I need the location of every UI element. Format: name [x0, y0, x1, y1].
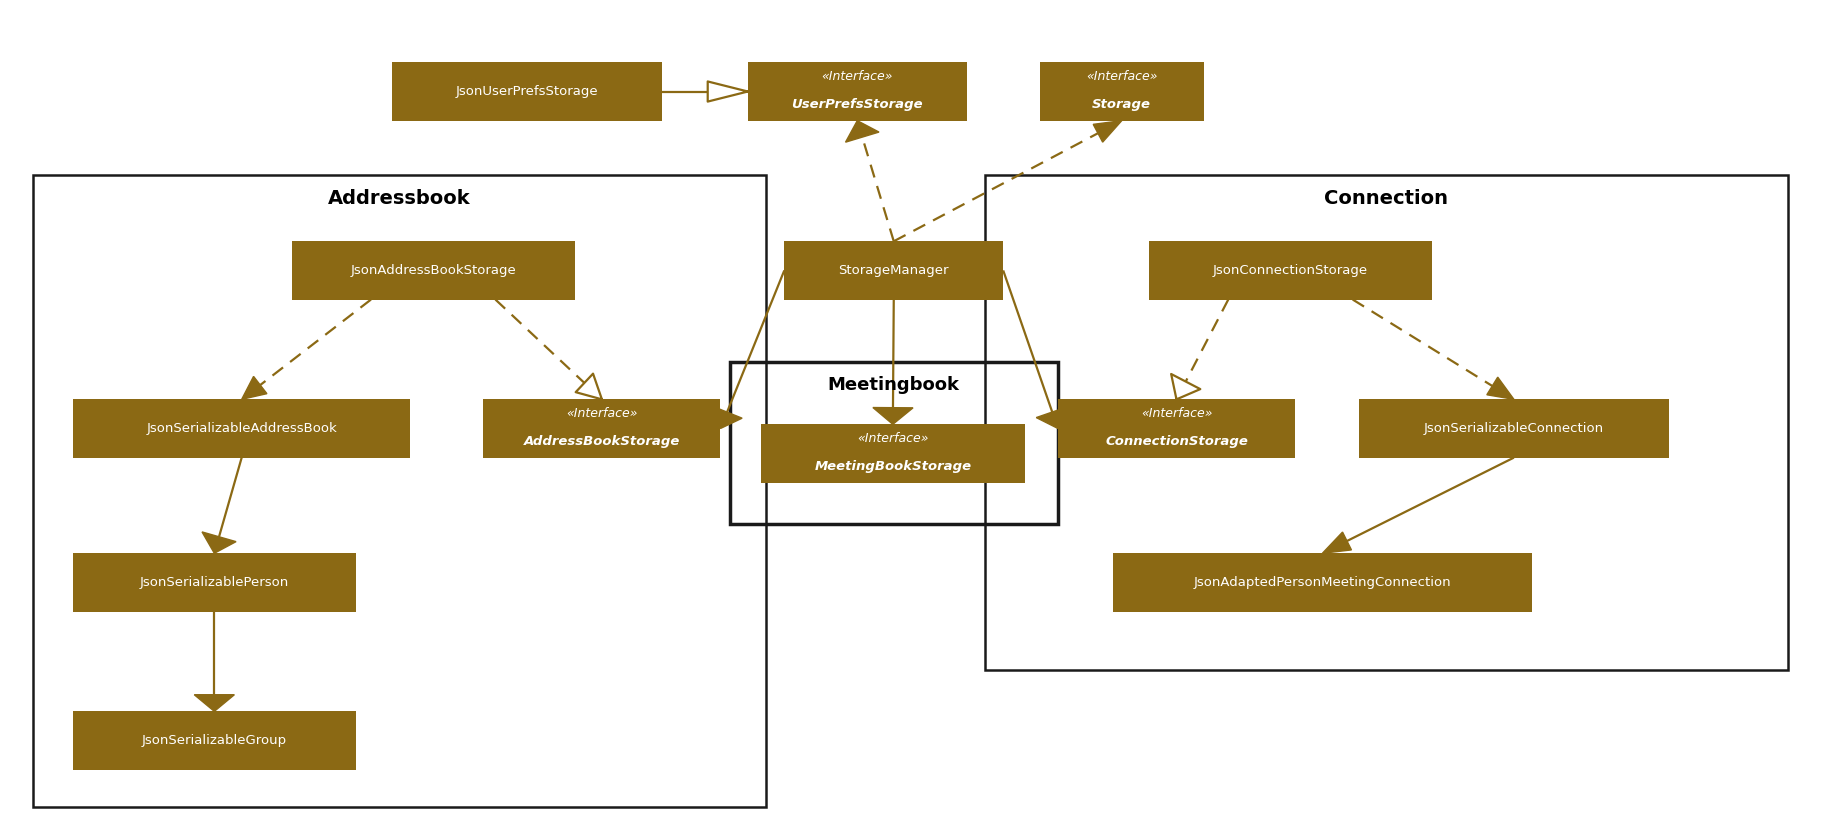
Text: StorageManager: StorageManager — [839, 264, 948, 277]
Text: «Interface»: «Interface» — [820, 70, 893, 83]
Bar — [73, 711, 355, 770]
Bar — [1148, 241, 1431, 300]
Polygon shape — [711, 406, 742, 428]
Text: Addressbook: Addressbook — [328, 189, 470, 207]
Bar — [760, 424, 1025, 483]
Text: Storage: Storage — [1092, 98, 1150, 111]
Text: MeetingBookStorage: MeetingBookStorage — [813, 460, 972, 473]
Polygon shape — [202, 532, 235, 553]
Polygon shape — [241, 376, 266, 399]
Text: «Interface»: «Interface» — [1139, 407, 1212, 420]
Bar — [1112, 553, 1531, 612]
Bar — [73, 399, 410, 458]
Bar — [73, 553, 355, 612]
Text: «Interface»: «Interface» — [857, 432, 928, 445]
Bar — [1039, 62, 1203, 121]
Text: JsonSerializableConnection: JsonSerializableConnection — [1424, 422, 1602, 435]
Text: JsonAdaptedPersonMeetingConnection: JsonAdaptedPersonMeetingConnection — [1192, 576, 1451, 589]
Polygon shape — [1092, 121, 1121, 142]
Text: AddressBookStorage: AddressBookStorage — [523, 435, 680, 448]
Polygon shape — [873, 408, 913, 424]
Bar — [784, 241, 1003, 300]
Bar — [984, 175, 1787, 670]
Text: JsonSerializableGroup: JsonSerializableGroup — [142, 734, 286, 747]
Bar — [1057, 399, 1294, 458]
Text: Connection: Connection — [1323, 189, 1447, 207]
Polygon shape — [1486, 377, 1513, 399]
Polygon shape — [1322, 532, 1351, 553]
Text: JsonUserPrefsStorage: JsonUserPrefsStorage — [456, 85, 598, 98]
Bar — [1358, 399, 1668, 458]
Bar — [392, 62, 662, 121]
Bar — [747, 62, 966, 121]
Polygon shape — [846, 121, 879, 142]
Text: UserPrefsStorage: UserPrefsStorage — [791, 98, 922, 111]
Text: ConnectionStorage: ConnectionStorage — [1105, 435, 1247, 448]
Text: JsonSerializablePerson: JsonSerializablePerson — [140, 576, 288, 589]
Text: «Interface»: «Interface» — [1085, 70, 1158, 83]
Text: Meetingbook: Meetingbook — [828, 376, 959, 394]
Bar — [729, 362, 1057, 524]
Text: JsonSerializableAddressBook: JsonSerializableAddressBook — [146, 422, 337, 435]
Text: «Interface»: «Interface» — [565, 407, 638, 420]
Bar — [483, 399, 720, 458]
Bar — [292, 241, 574, 300]
Text: JsonConnectionStorage: JsonConnectionStorage — [1212, 264, 1367, 277]
Polygon shape — [1035, 407, 1068, 428]
Bar — [33, 175, 766, 807]
Text: JsonAddressBookStorage: JsonAddressBookStorage — [350, 264, 516, 277]
Polygon shape — [193, 695, 233, 711]
